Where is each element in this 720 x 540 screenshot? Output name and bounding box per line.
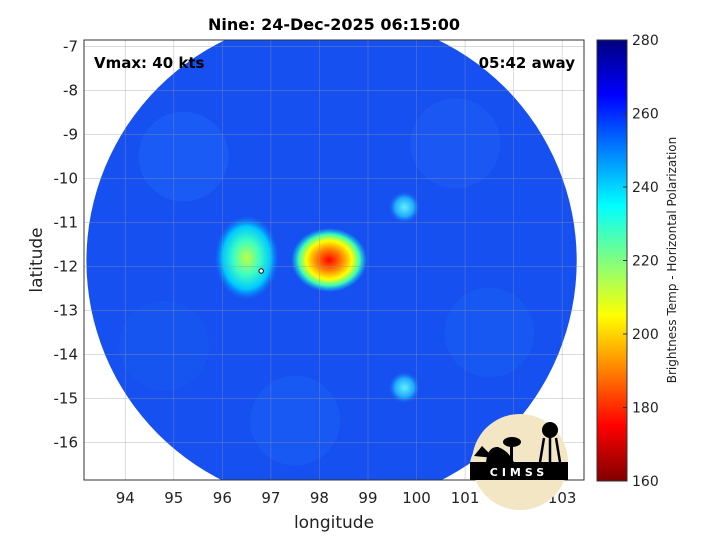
y-tick-label: -13 <box>54 302 79 320</box>
colorbar-tick-label: 220 <box>632 254 659 270</box>
colorbar-tick-label: 180 <box>632 401 659 417</box>
vmax-annotation: Vmax: 40 kts <box>94 54 204 72</box>
y-tick-label: -15 <box>54 390 79 408</box>
y-tick-label: -16 <box>54 434 79 452</box>
x-tick-label: 98 <box>310 489 329 507</box>
x-tick-label: 101 <box>451 489 480 507</box>
western-convective-band <box>214 215 279 300</box>
colorbar-tick-label: 200 <box>632 327 659 343</box>
storm-center-marker <box>258 268 264 274</box>
y-tick-label: -10 <box>54 170 79 188</box>
x-tick-label: 97 <box>261 489 280 507</box>
central-cold-core <box>291 228 368 292</box>
swath-layer <box>86 40 577 480</box>
y-tick-label: -14 <box>54 346 79 364</box>
southeast-cell <box>388 371 421 404</box>
y-tick-label: -12 <box>54 258 79 276</box>
plot-frame <box>83 39 585 481</box>
y-tick-label: -8 <box>63 82 78 100</box>
colorbar-tick-label: 260 <box>632 107 659 123</box>
swath-texture <box>138 111 229 202</box>
y-axis-label: latitude <box>27 227 47 292</box>
y-tick-label: -7 <box>63 38 78 56</box>
y-tick-label: -9 <box>63 126 78 144</box>
chart-title: Nine: 24-Dec-2025 06:15:00 <box>208 15 460 34</box>
swath-texture <box>250 375 341 466</box>
x-tick-label: 94 <box>116 489 135 507</box>
time-away-annotation: 05:42 away <box>479 54 576 72</box>
x-tick-label: 96 <box>213 489 232 507</box>
x-tick-label: 100 <box>402 489 431 507</box>
y-tick-label: -11 <box>54 214 79 232</box>
x-axis-label: longitude <box>294 513 374 533</box>
colorbar-tick-label: 280 <box>632 33 659 49</box>
swath-texture <box>119 300 210 391</box>
cimss-logo: CIMSS <box>470 414 568 510</box>
swath-texture <box>444 287 535 378</box>
grid <box>84 40 584 480</box>
colorbar <box>596 39 628 482</box>
x-tick-label: 99 <box>358 489 377 507</box>
axis-ticks: 949596979899100101102103-7-8-9-10-11-12-… <box>54 38 577 507</box>
colorbar-tick-label: 240 <box>632 180 659 196</box>
colorbar-tick-label: 160 <box>632 474 659 490</box>
colorbar-ticks: 160 180 200 220 240 260 280 <box>623 33 659 490</box>
colorbar-label: Brightness Temp - Horizontal Polarizatio… <box>665 137 679 384</box>
swath-texture <box>410 98 501 189</box>
cimss-logo-text: CIMSS <box>490 466 548 479</box>
x-tick-label: 95 <box>164 489 183 507</box>
northeast-cell <box>388 191 421 224</box>
